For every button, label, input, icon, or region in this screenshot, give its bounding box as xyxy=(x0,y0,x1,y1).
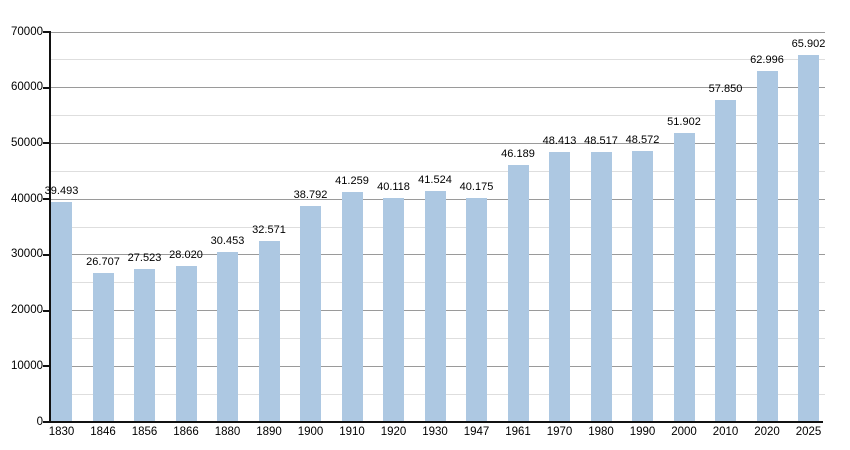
y-axis-tick xyxy=(43,86,49,89)
bar-value-label: 46.189 xyxy=(501,147,535,160)
x-tick-label: 1980 xyxy=(588,426,614,438)
y-axis-line xyxy=(49,31,51,423)
bar-value-label: 32.571 xyxy=(252,223,286,236)
y-tick-label: 40000 xyxy=(11,192,43,205)
x-tick-label: 2025 xyxy=(795,426,822,438)
bar-1920 xyxy=(383,198,404,422)
bar-value-label: 48.572 xyxy=(625,134,660,147)
y-tick-label: 70000 xyxy=(11,25,43,38)
bar-2000 xyxy=(673,132,695,422)
x-tick-label: 1920 xyxy=(380,426,407,438)
bar-1961 xyxy=(507,164,529,422)
bar-value-label: 38.792 xyxy=(293,188,328,201)
y-tick-label: 20000 xyxy=(11,304,43,317)
bar-value-label: 62.996 xyxy=(750,54,784,67)
y-axis-tick xyxy=(43,31,49,33)
x-tick-label: 1830 xyxy=(48,426,75,438)
bar-value-label: 28.020 xyxy=(169,248,203,261)
x-tick-label: 2020 xyxy=(754,426,780,438)
y-axis-tick xyxy=(43,421,49,423)
y-axis-tick xyxy=(43,198,49,201)
bar-value-label: 48.413 xyxy=(542,135,577,148)
gridline-minor xyxy=(50,115,825,117)
x-tick-label: 1846 xyxy=(90,426,116,438)
y-tick-label: 30000 xyxy=(11,248,43,261)
bar-1900 xyxy=(300,205,321,422)
gridline-major xyxy=(50,87,825,89)
bar-value-label: 39.493 xyxy=(44,184,79,197)
bar-value-label: 41.524 xyxy=(418,173,452,186)
x-tick-label: 2000 xyxy=(671,426,697,438)
bar-1980 xyxy=(590,151,612,422)
y-axis-tick xyxy=(43,309,49,312)
bar-1970 xyxy=(549,152,570,422)
bar-2025 xyxy=(798,54,819,422)
bar-1856 xyxy=(134,268,155,422)
x-tick-label: 2010 xyxy=(712,426,739,438)
bar-value-label: 30.453 xyxy=(210,235,245,248)
gridline-minor xyxy=(50,170,825,172)
x-tick-label: 1856 xyxy=(131,426,158,438)
bar-1990 xyxy=(632,151,653,422)
bar-1866 xyxy=(175,265,197,422)
bar-1910 xyxy=(341,192,363,422)
x-tick-label: 1961 xyxy=(505,426,531,438)
gridline-major xyxy=(50,31,825,33)
gridline-major xyxy=(50,142,825,144)
x-tick-label: 1930 xyxy=(422,426,448,438)
bar-value-label: 48.517 xyxy=(584,134,618,147)
x-tick-label: 1947 xyxy=(463,426,490,438)
y-tick-label: 10000 xyxy=(11,359,43,372)
x-tick-label: 1880 xyxy=(214,426,241,438)
x-tick-label: 1910 xyxy=(339,426,365,438)
bar-value-label: 51.902 xyxy=(667,115,701,128)
y-tick-label: 60000 xyxy=(11,81,43,94)
y-axis-tick xyxy=(43,142,49,145)
bar-value-label: 40.118 xyxy=(377,181,410,194)
x-tick-label: 1866 xyxy=(173,426,199,438)
x-axis-line xyxy=(50,421,823,423)
gridline-minor xyxy=(50,59,825,61)
y-tick-label: 50000 xyxy=(11,136,43,149)
bar-1830 xyxy=(51,201,72,422)
y-axis-tick xyxy=(43,253,49,256)
bar-1930 xyxy=(424,190,446,422)
bar-1880 xyxy=(217,252,238,422)
bar-value-label: 40.175 xyxy=(459,181,494,194)
bar-2010 xyxy=(715,99,736,422)
bar-value-label: 41.259 xyxy=(335,175,369,188)
bar-1947 xyxy=(466,198,487,422)
bar-value-label: 57.850 xyxy=(708,82,743,95)
y-axis-tick xyxy=(43,365,49,368)
bar-value-label: 27.523 xyxy=(127,251,162,264)
x-tick-label: 1970 xyxy=(546,426,573,438)
bar-1846 xyxy=(92,273,114,422)
bar-1890 xyxy=(258,240,280,422)
bar-2020 xyxy=(756,71,778,422)
bar-value-label: 26.707 xyxy=(86,256,120,269)
x-tick-label: 1890 xyxy=(256,426,282,438)
bar-value-label: 65.902 xyxy=(791,37,826,50)
x-tick-label: 1900 xyxy=(297,426,324,438)
y-tick-label: 0 xyxy=(36,415,43,428)
x-tick-label: 1990 xyxy=(629,426,656,438)
